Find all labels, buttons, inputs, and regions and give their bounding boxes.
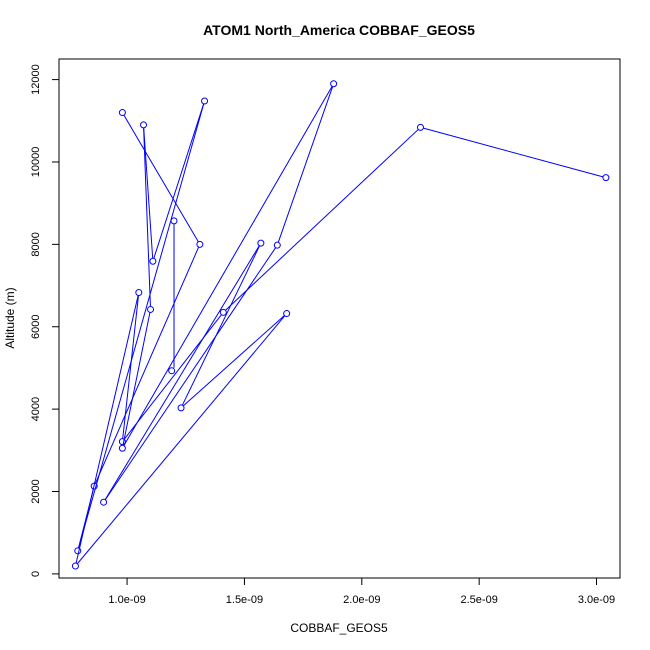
y-tick-label: 6000 [30,314,42,338]
series-lines [75,86,604,565]
x-tick-label: 3.0e-09 [578,594,615,606]
chart-title: ATOM1 North_America COBBAF_GEOS5 [203,22,475,38]
series-line-segment [277,86,334,243]
series-line-segment [123,86,333,446]
data-point [273,241,281,249]
data-point [177,404,185,412]
data-point [149,257,157,265]
data-point [90,482,98,490]
data-point [257,239,265,247]
series-line-segment [181,245,261,406]
series-line-segment [122,295,139,439]
data-point [602,174,610,182]
series-line-segment [94,246,200,484]
series-line-segment [153,103,205,259]
y-axis-label: Altitude (m) [3,287,17,348]
series-line-segment [423,127,604,178]
data-point [283,310,291,318]
data-point [74,547,82,555]
series-line-segment [122,312,151,446]
data-point [196,240,204,248]
data-point [168,367,176,375]
data-point [330,80,338,88]
y-axis: 0 2000 4000 6000 8000 10000 12000 [30,64,60,577]
series-line-segment [75,295,139,564]
x-tick-label: 2.5e-09 [461,594,498,606]
data-point [147,305,155,313]
y-tick-label: 4000 [30,397,42,421]
data-point [118,109,126,117]
series-line-segment [78,103,205,549]
series-line-segment [182,315,285,407]
data-point [118,444,126,452]
x-tick-label: 1.0e-09 [108,594,145,606]
series-line-segment [104,245,260,500]
series-line-segment [123,114,199,243]
series-line-segment [76,315,286,565]
data-point [118,438,126,446]
y-tick-label: 2000 [30,479,42,503]
series-points [71,80,610,570]
y-tick-label: 12000 [30,64,42,95]
data-point [140,121,148,129]
series-line-segment [143,127,151,307]
y-tick-label: 10000 [30,147,42,178]
y-tick-label: 0 [30,571,42,577]
series-line-segment [225,129,419,311]
series-line-segment [143,127,154,259]
y-tick-label: 8000 [30,232,42,256]
x-axis-label: COBBAF_GEOS5 [290,621,388,635]
data-point [170,217,178,225]
data-point [201,97,209,105]
data-point [100,498,108,506]
data-point [71,562,79,570]
data-point [135,289,143,297]
x-tick-label: 1.5e-09 [226,594,263,606]
data-point [219,308,227,316]
x-tick-label: 2.0e-09 [343,594,380,606]
series-line-segment [123,314,222,440]
x-axis: 1.0e-09 1.5e-09 2.0e-09 2.5e-09 3.0e-09 [108,577,615,606]
data-point [416,123,424,131]
